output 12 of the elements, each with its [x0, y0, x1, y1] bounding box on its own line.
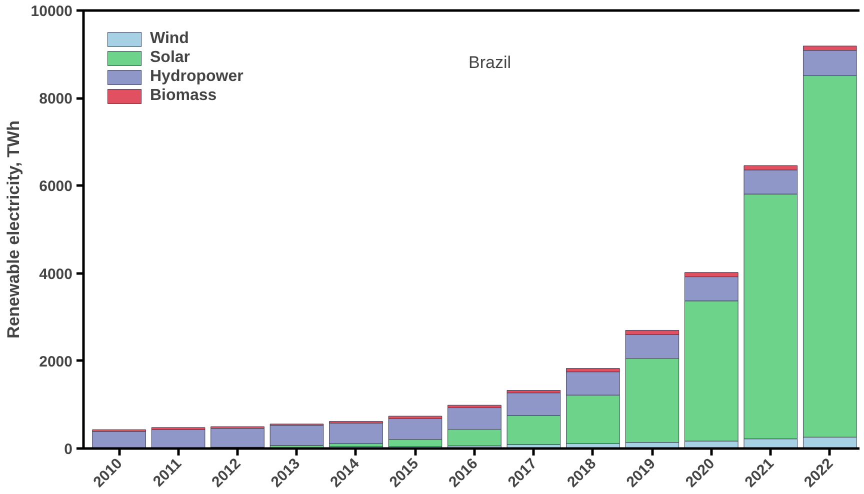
legend-label: Hydropower: [150, 68, 244, 86]
y-tick-label: 10000: [30, 3, 73, 20]
y-tick-label: 6000: [39, 178, 73, 196]
y-tick-label: 4000: [39, 266, 73, 283]
legend-label: Wind: [150, 30, 189, 48]
y-tick-label: 0: [64, 441, 72, 458]
annotation: Brazil: [468, 52, 512, 72]
y-axis-title: Renewable electricity, TWh: [4, 120, 23, 338]
legend-label: Solar: [150, 49, 190, 67]
y-tick-label: 8000: [39, 90, 73, 108]
legend-label: Biomass: [150, 87, 217, 105]
y-tick-label: 2000: [39, 353, 73, 370]
